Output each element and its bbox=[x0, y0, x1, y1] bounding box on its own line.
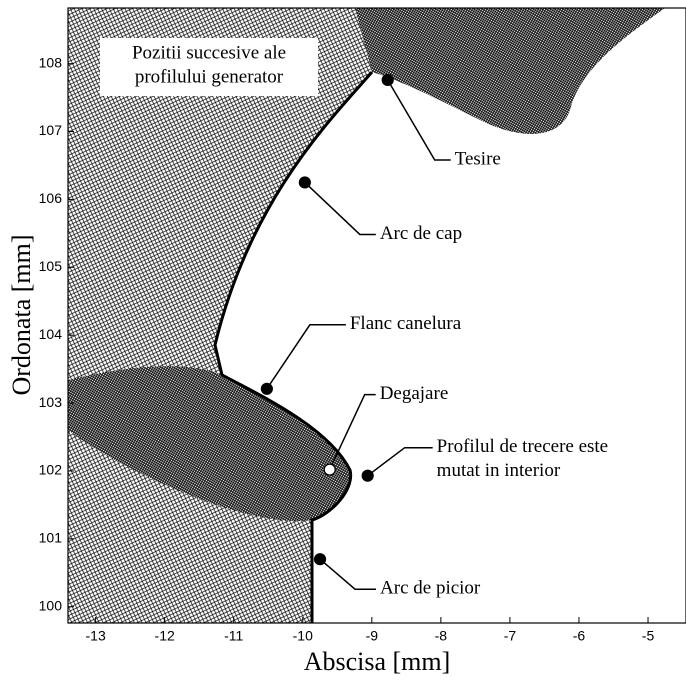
annotation-point bbox=[362, 470, 373, 481]
x-tick-label: -10 bbox=[293, 628, 313, 644]
y-tick-label: 104 bbox=[39, 326, 63, 342]
annotation-point bbox=[315, 554, 326, 565]
x-tick-label: -9 bbox=[366, 628, 379, 644]
leader-line bbox=[320, 559, 376, 589]
y-tick-label: 105 bbox=[39, 258, 63, 274]
y-axis-label: Ordonata [mm] bbox=[7, 234, 36, 395]
annotation-label: Flanc canelura bbox=[350, 313, 462, 334]
annotation-point bbox=[382, 74, 393, 85]
y-tick-label: 106 bbox=[39, 190, 63, 206]
mesh-upper bbox=[355, 8, 665, 134]
annotation-label: Tesire bbox=[455, 148, 501, 169]
x-tick-label: -7 bbox=[504, 628, 517, 644]
y-tick-label: 108 bbox=[39, 54, 63, 70]
x-tick-label: -8 bbox=[435, 628, 448, 644]
y-tick-label: 103 bbox=[39, 394, 63, 410]
annotation-label: Profilul de trecere este bbox=[437, 436, 608, 457]
annotation-label: Arc de cap bbox=[380, 223, 462, 244]
legend-text: profilului generator bbox=[135, 66, 284, 87]
x-tick-label: -11 bbox=[224, 628, 243, 644]
x-tick-label: -6 bbox=[573, 628, 586, 644]
y-tick-label: 101 bbox=[39, 530, 63, 546]
annotation-point bbox=[324, 464, 335, 475]
leader-line bbox=[267, 325, 346, 389]
y-tick-label: 102 bbox=[39, 462, 63, 478]
legend-text: Pozitii succesive ale bbox=[132, 42, 286, 63]
annotation-label: Degajare bbox=[380, 383, 449, 404]
leader-line bbox=[368, 448, 433, 476]
x-axis-label: Abscisa [mm] bbox=[304, 647, 451, 676]
annotation-label: mutat in interior bbox=[437, 460, 561, 481]
y-tick-label: 107 bbox=[39, 122, 63, 138]
annotation-label: Arc de picior bbox=[380, 578, 481, 599]
x-tick-label: -5 bbox=[642, 628, 655, 644]
x-tick-label: -12 bbox=[155, 628, 175, 644]
leader-line bbox=[305, 182, 376, 234]
x-tick-label: -13 bbox=[86, 628, 106, 644]
annotation-point bbox=[299, 177, 310, 188]
annotation-point bbox=[261, 383, 272, 394]
y-tick-label: 100 bbox=[39, 597, 63, 613]
chart: Pozitii succesive ale profilului generat… bbox=[0, 0, 686, 679]
